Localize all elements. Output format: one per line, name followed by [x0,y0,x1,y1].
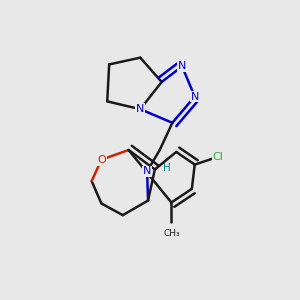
Text: N: N [136,104,145,114]
Text: O: O [97,155,106,165]
Text: CH₃: CH₃ [163,229,180,238]
Text: N: N [178,61,186,71]
Text: N: N [190,92,199,101]
Text: H: H [163,164,171,173]
Text: Cl: Cl [213,152,224,162]
Text: N: N [143,167,151,176]
